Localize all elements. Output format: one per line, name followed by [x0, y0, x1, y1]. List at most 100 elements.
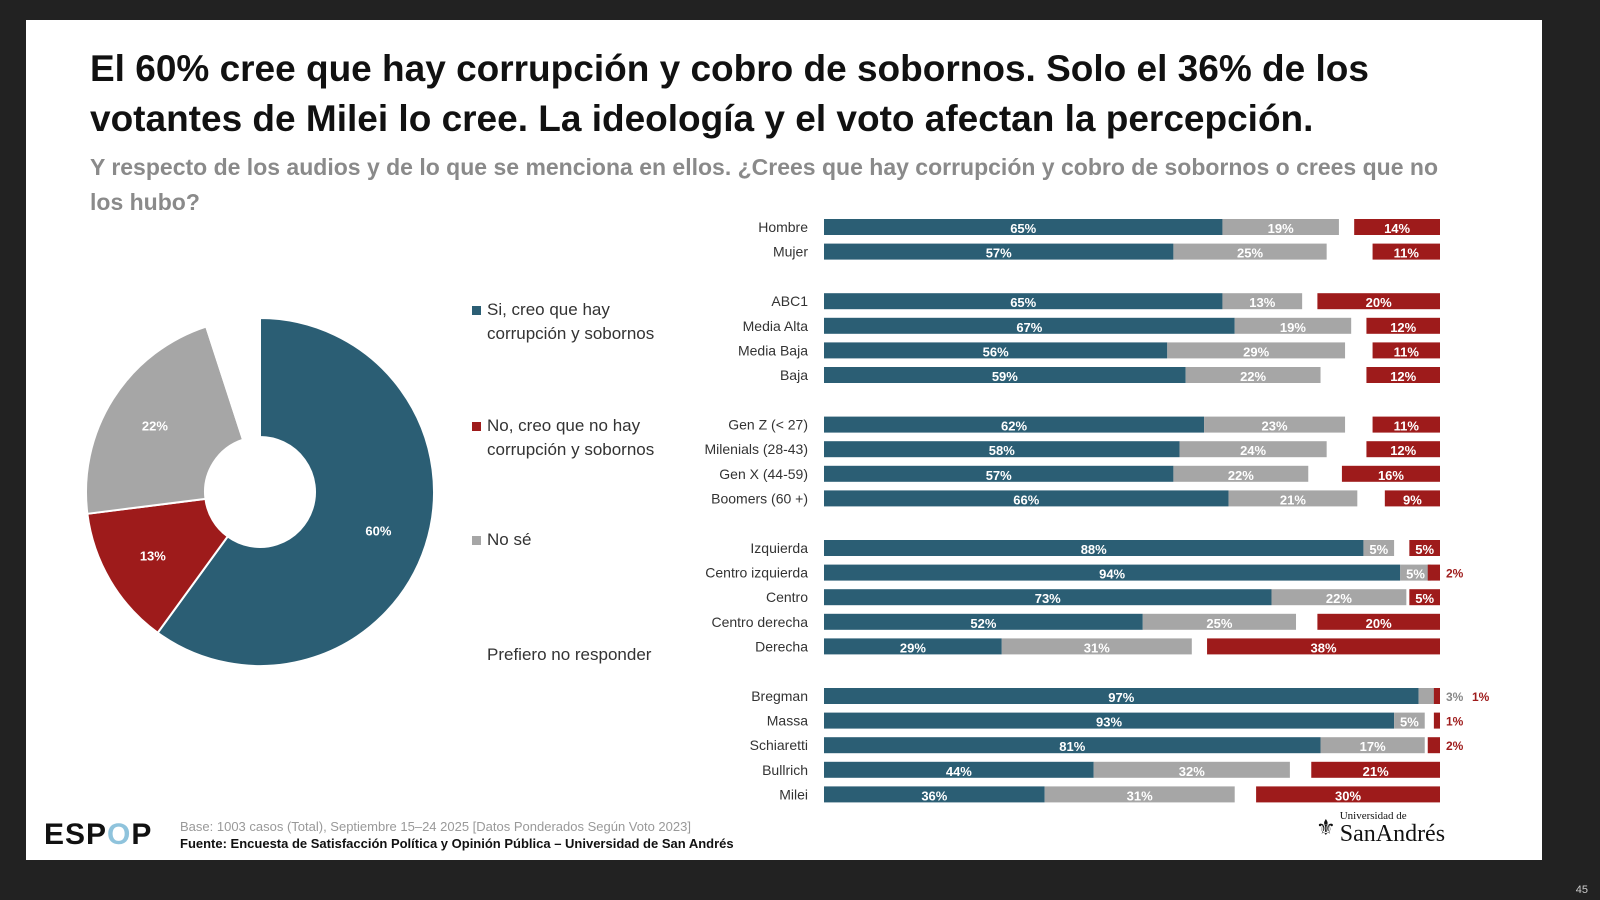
legend-swatch — [472, 536, 481, 545]
bar-nose-label: 22% — [1228, 468, 1254, 483]
bar-si — [824, 243, 1174, 260]
bar-nose — [1173, 243, 1327, 260]
page-number: 45 — [1575, 884, 1588, 896]
bar-nose — [1167, 342, 1346, 359]
bar-nose-label: 21% — [1280, 492, 1306, 507]
bar-si-label: 97% — [1108, 690, 1134, 705]
bar-no — [1372, 342, 1440, 359]
bar-no — [1317, 293, 1440, 310]
category-label: Derecha — [755, 638, 808, 654]
bar-no — [1311, 761, 1440, 778]
bar-si-label: 88% — [1081, 542, 1107, 557]
legend-prefiero: Prefiero no responder — [472, 643, 687, 667]
bar-nose-label: 13% — [1249, 295, 1275, 310]
bar-si-label: 57% — [986, 246, 1012, 261]
donut-slice — [86, 497, 230, 635]
legend-swatch — [472, 422, 481, 431]
legend-nose: No sé — [472, 528, 687, 552]
bar-nose — [1185, 367, 1321, 383]
bar-no-label: 11% — [1394, 344, 1420, 359]
bar-si-label: 59% — [992, 369, 1018, 384]
bar-nose — [1418, 688, 1437, 704]
category-label: Boomers (60 +) — [711, 490, 808, 506]
donut-label: 22% — [142, 418, 168, 433]
donut-slice — [204, 316, 261, 441]
bar-si-label: 93% — [1096, 715, 1122, 730]
bar-si-label: 65% — [1010, 295, 1036, 310]
bar-nose-label: 31% — [1084, 640, 1110, 655]
bar-no — [1427, 737, 1440, 754]
bar-si-label: 29% — [900, 640, 926, 655]
bar-no — [1409, 540, 1440, 556]
bar-nose-label: 5% — [1400, 715, 1419, 730]
bar-si-label: 94% — [1099, 567, 1125, 582]
bar-no-label: 1% — [1472, 690, 1490, 704]
bar-si-label: 44% — [946, 764, 972, 779]
bar-no — [1366, 317, 1440, 334]
bar-no-label: 16% — [1378, 468, 1404, 483]
bar-si-label: 58% — [989, 443, 1015, 458]
bar-no — [1207, 638, 1440, 655]
category-label: Centro derecha — [711, 614, 808, 630]
donut-slice — [85, 325, 245, 515]
bar-nose-label: 25% — [1206, 616, 1232, 631]
bar-si — [824, 367, 1186, 383]
category-label: Milenials (28-43) — [705, 441, 808, 457]
bar-si — [824, 540, 1364, 556]
bar-no-label: 5% — [1415, 542, 1434, 557]
bar-nose-label: 24% — [1240, 443, 1266, 458]
legend-swatch — [472, 306, 481, 315]
bar-no — [1354, 219, 1440, 235]
bar-no — [1366, 441, 1440, 458]
bar-no — [1372, 243, 1440, 260]
bar-nose-label: 25% — [1237, 246, 1263, 261]
bar-no-label: 9% — [1403, 492, 1422, 507]
bar-si-label: 36% — [921, 788, 947, 803]
footer-base: Base: 1003 casos (Total), Septiembre 15–… — [180, 819, 691, 834]
bar-nose — [1173, 465, 1309, 482]
bar-si — [824, 712, 1395, 729]
udesa-logo: ⚜ Universidad de SanAndrés — [1316, 810, 1446, 847]
bar-nose-label: 23% — [1262, 419, 1288, 434]
bar-nose-label: 5% — [1369, 542, 1388, 557]
legend-label: Si, creo que hay corrupción y sobornos — [487, 300, 655, 343]
bar-no-label: 20% — [1366, 295, 1392, 310]
bar-no — [1366, 367, 1440, 383]
bar-no-label: 2% — [1446, 567, 1464, 581]
category-label: Bregman — [751, 688, 808, 704]
bar-si — [824, 219, 1223, 235]
bar-no — [1341, 465, 1440, 482]
bar-nose-label: 22% — [1240, 369, 1266, 384]
bar-si-label: 57% — [986, 468, 1012, 483]
category-label: Gen Z (< 27) — [728, 417, 808, 433]
bar-si — [824, 441, 1180, 458]
bar-nose — [1001, 638, 1192, 655]
bar-nose — [1394, 712, 1425, 729]
donut-slice — [156, 316, 435, 667]
bar-si-label: 65% — [1010, 221, 1036, 236]
bar-si — [824, 564, 1401, 581]
bar-si-label: 67% — [1016, 320, 1042, 335]
legend-label: No, creo que no hay corrupción y soborno… — [487, 416, 655, 459]
bar-nose — [1093, 761, 1290, 778]
bar-no — [1433, 688, 1440, 704]
bar-nose-label: 17% — [1360, 739, 1386, 754]
espop-logo: ESPOP — [44, 818, 153, 851]
category-label: Centro izquierda — [705, 565, 808, 581]
legend-label: Prefiero no responder — [487, 645, 652, 664]
bar-no-label: 12% — [1390, 369, 1416, 384]
category-label: Milei — [779, 786, 808, 802]
bar-no-label: 38% — [1311, 640, 1337, 655]
bar-nose — [1044, 786, 1235, 803]
category-label: Schiaretti — [750, 737, 808, 753]
bar-nose-label: 31% — [1127, 788, 1153, 803]
slide-title: El 60% cree que hay corrupción y cobro d… — [90, 48, 1369, 139]
udesa-small: Universidad de — [1339, 810, 1407, 822]
bar-si — [824, 761, 1094, 778]
bar-nose-label: 3% — [1446, 690, 1464, 704]
legend-si: Si, creo que hay corrupción y sobornos — [472, 298, 687, 346]
bar-no-label: 5% — [1415, 591, 1434, 606]
bar-nose — [1228, 490, 1358, 507]
bar-si — [824, 465, 1174, 482]
